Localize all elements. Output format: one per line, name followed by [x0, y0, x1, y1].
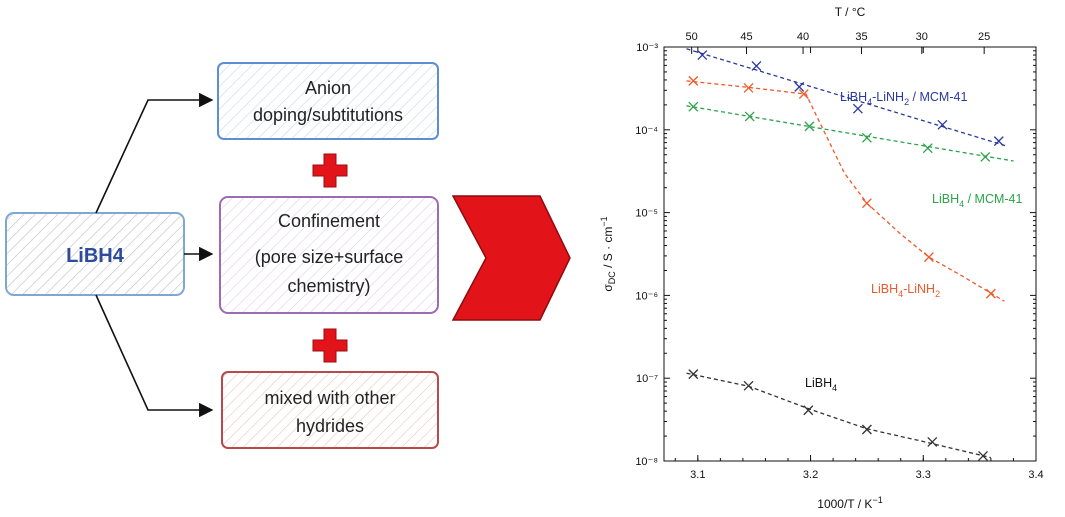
- data-point-marker: [861, 132, 872, 143]
- y-axis-title: σDC / S · cm−1: [599, 216, 617, 291]
- plus-icon: [312, 153, 348, 188]
- y-tick-label: 10⁻³: [636, 42, 658, 54]
- data-point-marker: [688, 369, 699, 380]
- x-tick-label: 3.4: [1028, 469, 1043, 481]
- data-point-marker: [751, 61, 762, 71]
- confinement-box: Confinement (pore size+surface chemistry…: [219, 196, 439, 314]
- series-label-libh4-linh2: LiBH4-LiNH2: [871, 282, 940, 299]
- series-label-libh4: LiBH4: [805, 376, 837, 393]
- x-axis-title: 1000/T / K−1: [817, 495, 882, 511]
- libh4-source-box: LiBH4: [5, 212, 185, 296]
- data-point-marker: [937, 119, 948, 130]
- data-point-marker: [688, 101, 699, 112]
- top-tick-label: 25: [978, 31, 990, 43]
- top-tick-label: 35: [855, 31, 867, 43]
- y-tick-label: 10⁻⁶: [635, 290, 658, 302]
- data-point-marker: [743, 83, 754, 93]
- x-tick-label: 3.2: [803, 469, 818, 481]
- chart-series: [686, 48, 1014, 461]
- data-point-marker: [744, 111, 755, 122]
- anion-box-line-2: doping/subtitutions: [253, 105, 403, 125]
- hydrides-box: mixed with other hydrides: [221, 371, 439, 449]
- data-point-marker: [794, 81, 805, 92]
- series-label-libh4-linh2-mcm41: LiBH4-LiNH2 / MCM-41: [840, 90, 967, 107]
- flow-diagram: LiBH4 Anion doping/subtitutions Confinem…: [5, 62, 571, 449]
- plus-icon: [312, 328, 348, 363]
- series-fit-line: [686, 80, 1005, 302]
- hydrides-box-line-1: mixed with other: [264, 388, 395, 408]
- y-tick-label: 10⁻⁸: [635, 456, 658, 468]
- series-label-libh4-mcm41: LiBH4 / MCM-41: [932, 192, 1022, 209]
- data-point-marker: [861, 424, 872, 435]
- data-point-marker: [861, 198, 872, 209]
- data-point-marker: [985, 288, 996, 299]
- arrow-to-hydrides-box: [95, 294, 214, 418]
- data-point-marker: [978, 451, 988, 461]
- data-point-marker: [927, 436, 938, 447]
- data-point-marker: [688, 75, 699, 86]
- hydrides-box-line-2: hydrides: [296, 416, 364, 436]
- y-tick-label: 10⁻⁴: [635, 125, 658, 137]
- data-point-marker: [980, 151, 991, 162]
- conductivity-chart: 3.1 3.2 3.3 3.4 10⁻⁸ 10⁻⁷ 10⁻⁶ 10⁻⁵ 10⁻⁴ 10⁻³ 50 45…: [599, 5, 1044, 511]
- x-tick-label: 3.1: [690, 469, 705, 481]
- y-tick-label: 10⁻⁷: [636, 373, 658, 385]
- libh4-source-label: LiBH4: [66, 245, 125, 267]
- data-point-marker: [922, 143, 933, 154]
- data-point-marker: [798, 89, 809, 100]
- chart-axes: 3.1 3.2 3.3 3.4 10⁻⁸ 10⁻⁷ 10⁻⁶ 10⁻⁵ 10⁻⁴ 10⁻³ 50 45…: [635, 31, 1043, 481]
- top-tick-label: 30: [916, 31, 928, 43]
- data-point-marker: [804, 121, 815, 132]
- anion-box-line-1: Anion: [305, 78, 351, 98]
- data-point-marker: [852, 103, 863, 114]
- data-point-marker: [923, 252, 934, 263]
- big-red-arrow-icon: [451, 195, 571, 321]
- top-tick-label: 40: [797, 31, 809, 43]
- confinement-box-line-1: Confinement: [278, 211, 380, 231]
- confinement-box-line-3: chemistry): [287, 276, 370, 296]
- plot-frame: [663, 46, 1037, 462]
- top-axis-title: T / °C: [835, 5, 866, 19]
- anion-doping-box: Anion doping/subtitutions: [217, 62, 439, 140]
- top-tick-label: 45: [740, 31, 752, 43]
- x-tick-label: 3.3: [916, 469, 931, 481]
- branch-connectors: [95, 92, 214, 418]
- confinement-box-line-2: (pore size+surface: [255, 247, 404, 267]
- series-fit-line: [686, 105, 1014, 162]
- arrow-to-anion-box: [95, 92, 214, 214]
- series-fit-line: [686, 372, 992, 459]
- data-point-marker: [743, 380, 754, 391]
- y-tick-label: 10⁻⁵: [635, 208, 658, 220]
- data-point-marker: [697, 50, 708, 60]
- data-point-marker: [803, 405, 814, 416]
- top-tick-label: 50: [686, 31, 698, 43]
- data-point-marker: [993, 136, 1004, 147]
